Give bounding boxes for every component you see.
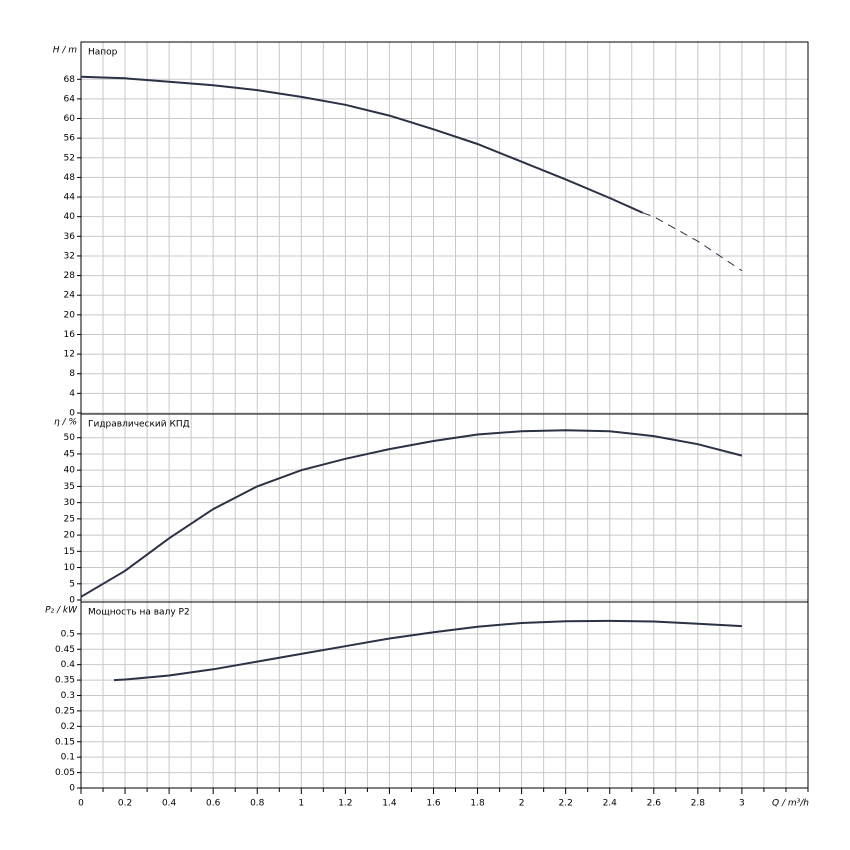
y-tick-label: 20: [64, 310, 76, 320]
panel-frame: [80, 601, 809, 789]
x-tick-label: 0.2: [118, 799, 132, 809]
y-tick-label: 28: [64, 271, 76, 281]
y-axis-label: η / %: [54, 418, 77, 428]
x-tick-label: 1.8: [470, 799, 485, 809]
x-tick-label: 1.2: [338, 799, 352, 809]
y-tick-label: 8: [69, 369, 75, 379]
y-tick-label: 4: [69, 389, 75, 399]
y-tick-label: 0: [69, 596, 75, 606]
y-tick-label: 0.05: [55, 768, 75, 778]
y-tick-label: 10: [64, 563, 76, 573]
y-tick-label: 24: [64, 291, 76, 301]
y-tick-label: 0.45: [55, 645, 75, 655]
y-tick-label: 0.35: [55, 676, 75, 686]
x-tick-label: 2.4: [603, 799, 618, 809]
x-tick-label: 2.2: [559, 799, 573, 809]
y-tick-label: 64: [64, 94, 76, 104]
x-tick-label: 2: [519, 799, 525, 809]
y-axis-label: P₂ / kW: [45, 606, 78, 616]
y-tick-label: 0: [69, 409, 75, 419]
y-tick-label: 52: [64, 153, 75, 163]
y-tick-label: 0.3: [61, 691, 75, 701]
panel-title: Напор: [88, 48, 118, 58]
x-tick-label: 2.8: [691, 799, 706, 809]
y-tick-label: 44: [64, 193, 76, 203]
x-tick-label: 1: [298, 799, 304, 809]
y-tick-label: 20: [64, 531, 76, 541]
curve: [80, 429, 743, 598]
y-tick-label: 30: [64, 498, 76, 508]
curve: [642, 212, 743, 272]
y-tick-label: 50: [64, 433, 76, 443]
x-tick-label: 0.8: [250, 799, 265, 809]
y-tick-label: 25: [64, 514, 75, 524]
y-tick-label: 56: [64, 134, 76, 144]
y-tick-label: 0.1: [61, 753, 75, 763]
y-tick-label: 45: [64, 449, 75, 459]
y-tick-label: 16: [64, 330, 76, 340]
x-tick-label: 0: [78, 799, 84, 809]
y-axis-label: H / m: [53, 46, 78, 56]
x-tick-label: 1.6: [426, 799, 441, 809]
panel-frame: [80, 413, 809, 603]
y-tick-label: 0.2: [61, 722, 75, 732]
y-tick-label: 0.4: [61, 660, 76, 670]
curve: [113, 619, 742, 682]
panel-title: Мощность на валу P2: [88, 608, 190, 618]
x-tick-label: 0.4: [162, 799, 177, 809]
x-tick-label: 3: [739, 799, 745, 809]
y-tick-label: 48: [64, 173, 76, 183]
y-tick-label: 12: [64, 350, 75, 360]
y-tick-label: 0.15: [55, 737, 75, 747]
y-tick-label: 0.25: [55, 706, 75, 716]
x-tick-label: 1.4: [382, 799, 397, 809]
y-tick-label: 35: [64, 482, 75, 492]
panel-title: Гидравлический КПД: [88, 420, 190, 430]
y-tick-label: 40: [64, 212, 76, 222]
x-tick-label: 0.6: [206, 799, 221, 809]
y-tick-label: 32: [64, 251, 75, 261]
y-tick-label: 68: [64, 75, 76, 85]
y-tick-label: 36: [64, 232, 76, 242]
y-tick-label: 5: [69, 579, 75, 589]
y-tick-label: 0.5: [61, 629, 75, 639]
y-tick-label: 15: [64, 547, 75, 557]
x-tick-label: 2.6: [647, 799, 662, 809]
x-axis-label: Q / m³/h: [772, 799, 809, 809]
panel-frame: [80, 41, 809, 415]
curve: [80, 75, 644, 214]
y-tick-label: 60: [64, 114, 76, 124]
y-tick-label: 0: [69, 784, 75, 794]
y-tick-label: 40: [64, 466, 76, 476]
